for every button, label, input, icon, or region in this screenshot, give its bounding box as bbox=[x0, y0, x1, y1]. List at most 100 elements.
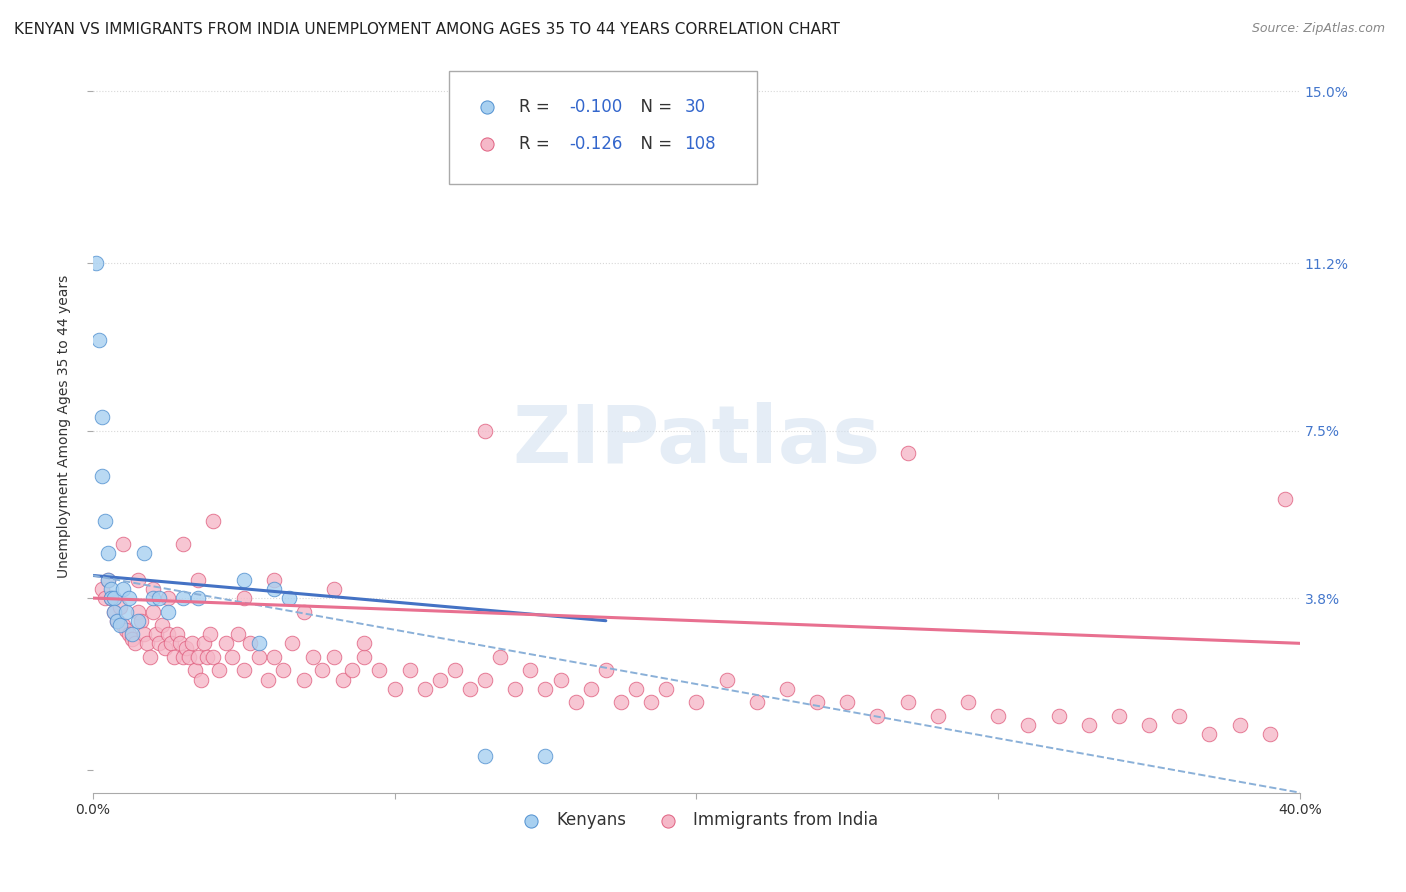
Point bbox=[232, 573, 254, 587]
Point bbox=[239, 636, 262, 650]
Point bbox=[368, 664, 391, 678]
Point bbox=[163, 649, 186, 664]
Point bbox=[1108, 708, 1130, 723]
Point bbox=[90, 410, 112, 425]
Point bbox=[127, 605, 149, 619]
Point bbox=[118, 591, 141, 605]
Point bbox=[132, 546, 155, 560]
Point bbox=[157, 627, 180, 641]
Text: N =: N = bbox=[630, 135, 678, 153]
Point bbox=[323, 582, 346, 596]
Point bbox=[474, 424, 496, 438]
Point bbox=[1047, 708, 1070, 723]
Point bbox=[184, 664, 207, 678]
Text: Source: ZipAtlas.com: Source: ZipAtlas.com bbox=[1251, 22, 1385, 36]
Point bbox=[187, 591, 209, 605]
Point bbox=[302, 649, 325, 664]
Point bbox=[111, 537, 134, 551]
Point bbox=[202, 514, 225, 528]
Point bbox=[429, 673, 451, 687]
Point bbox=[640, 695, 662, 709]
Point bbox=[148, 636, 170, 650]
Point bbox=[145, 627, 167, 641]
Point bbox=[105, 614, 128, 628]
Point bbox=[413, 681, 436, 696]
Text: 108: 108 bbox=[685, 135, 716, 153]
Point bbox=[115, 623, 138, 637]
Point bbox=[157, 591, 180, 605]
Point bbox=[534, 681, 557, 696]
Point bbox=[200, 627, 222, 641]
Point bbox=[169, 636, 191, 650]
Point bbox=[221, 649, 243, 664]
Point bbox=[292, 605, 315, 619]
Point bbox=[193, 636, 215, 650]
Point bbox=[624, 681, 647, 696]
Point bbox=[232, 591, 254, 605]
Point bbox=[271, 664, 294, 678]
Point bbox=[100, 591, 122, 605]
Point bbox=[190, 673, 212, 687]
Point bbox=[1198, 727, 1220, 741]
Text: -0.100: -0.100 bbox=[569, 98, 623, 116]
Point bbox=[1137, 718, 1160, 732]
Point bbox=[97, 573, 120, 587]
Point bbox=[172, 591, 194, 605]
Point bbox=[157, 605, 180, 619]
Point bbox=[103, 591, 125, 605]
Point bbox=[100, 582, 122, 596]
Point bbox=[503, 681, 526, 696]
Point bbox=[489, 649, 512, 664]
Point bbox=[181, 636, 204, 650]
Point bbox=[458, 681, 481, 696]
Point bbox=[121, 632, 143, 646]
Point bbox=[311, 664, 333, 678]
Text: 30: 30 bbox=[685, 98, 706, 116]
Point bbox=[187, 649, 209, 664]
Point bbox=[142, 591, 165, 605]
Point bbox=[153, 640, 176, 655]
Point bbox=[1274, 491, 1296, 506]
Point bbox=[148, 591, 170, 605]
Point bbox=[353, 636, 375, 650]
Point bbox=[108, 600, 131, 615]
Point bbox=[564, 695, 586, 709]
Point bbox=[179, 649, 201, 664]
Point bbox=[332, 673, 354, 687]
Point bbox=[837, 695, 859, 709]
Point bbox=[166, 627, 188, 641]
Point bbox=[111, 582, 134, 596]
Point bbox=[263, 582, 285, 596]
Text: -0.126: -0.126 bbox=[569, 135, 623, 153]
Point bbox=[127, 614, 149, 628]
Text: R =: R = bbox=[519, 135, 555, 153]
Point bbox=[121, 627, 143, 641]
Point bbox=[111, 618, 134, 632]
Point bbox=[150, 618, 173, 632]
Point bbox=[1077, 718, 1099, 732]
Point bbox=[174, 640, 197, 655]
Point bbox=[1229, 718, 1251, 732]
Point bbox=[1258, 727, 1281, 741]
Point bbox=[474, 749, 496, 764]
Point bbox=[292, 673, 315, 687]
Point bbox=[103, 605, 125, 619]
Text: R =: R = bbox=[519, 98, 555, 116]
Point bbox=[745, 695, 768, 709]
Point bbox=[247, 636, 270, 650]
Point bbox=[444, 664, 467, 678]
Point bbox=[776, 681, 799, 696]
Point bbox=[256, 673, 278, 687]
Point bbox=[90, 469, 112, 483]
Point bbox=[139, 649, 162, 664]
Text: N =: N = bbox=[630, 98, 678, 116]
Point bbox=[129, 614, 152, 628]
Point bbox=[97, 573, 120, 587]
Point bbox=[160, 636, 183, 650]
Point bbox=[927, 708, 949, 723]
Point bbox=[534, 749, 557, 764]
Point bbox=[115, 605, 138, 619]
Point bbox=[595, 664, 617, 678]
Point bbox=[716, 673, 738, 687]
Point bbox=[1017, 718, 1039, 732]
